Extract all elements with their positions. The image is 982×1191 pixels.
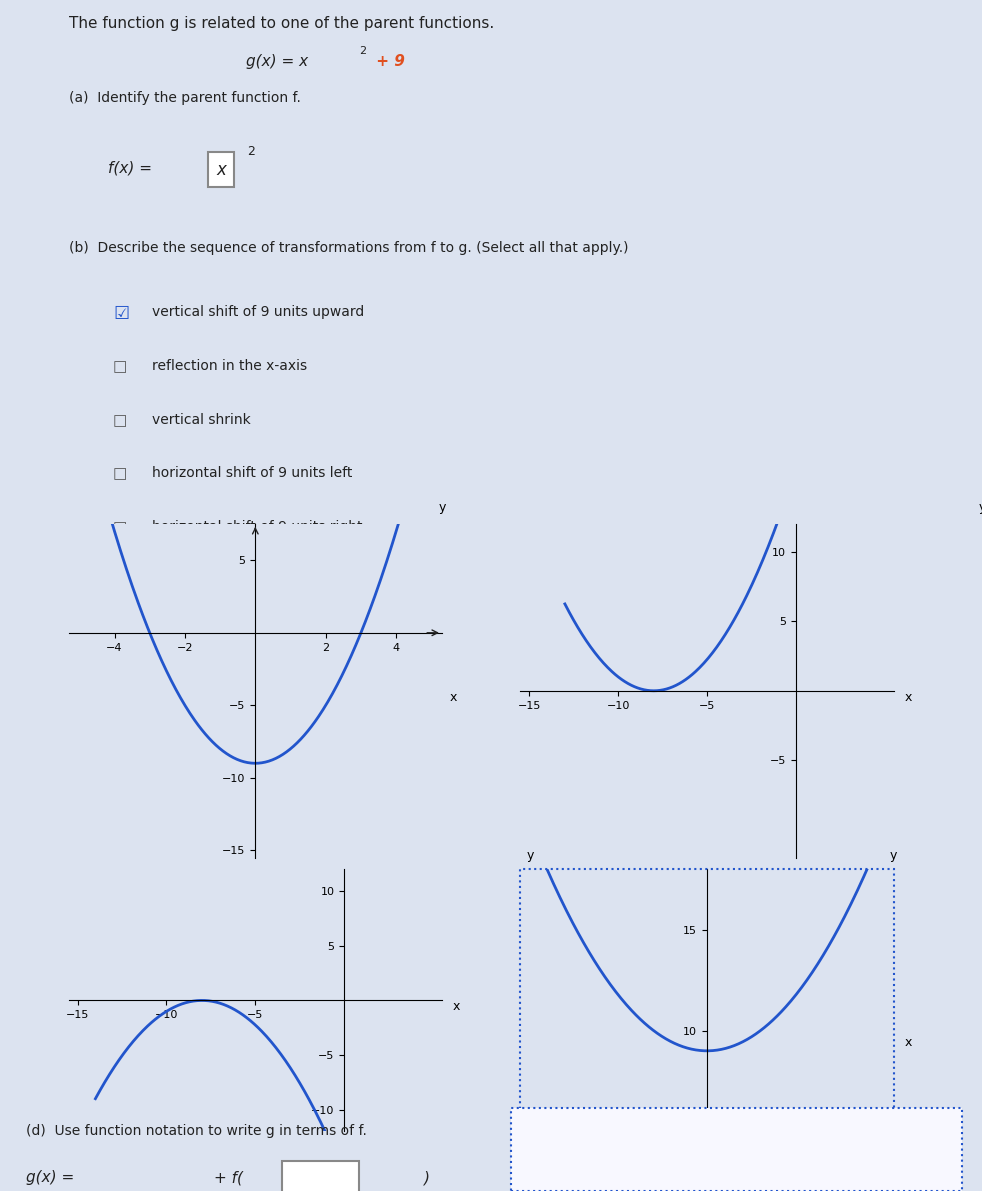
X-axis label: x: x <box>904 1036 912 1049</box>
Text: + f(: + f( <box>214 1170 244 1185</box>
Text: 2: 2 <box>359 45 366 56</box>
Text: vertical shift of 9 units upward: vertical shift of 9 units upward <box>152 305 364 319</box>
Text: f(x) =: f(x) = <box>108 161 157 176</box>
Text: horizontal shift of 9 units left: horizontal shift of 9 units left <box>152 466 353 480</box>
Text: □: □ <box>113 360 128 374</box>
Text: horizontal shift of 9 units right: horizontal shift of 9 units right <box>152 519 362 534</box>
Y-axis label: y: y <box>890 848 898 861</box>
X-axis label: x: x <box>453 1000 461 1014</box>
Text: g(x) = x: g(x) = x <box>246 54 307 69</box>
Text: (b)  Describe the sequence of transformations from f to g. (Select all that appl: (b) Describe the sequence of transformat… <box>69 241 628 255</box>
Text: □: □ <box>113 466 128 481</box>
X-axis label: x: x <box>904 691 912 704</box>
Text: vertical shrink: vertical shrink <box>152 412 251 426</box>
Text: ①●: ①● <box>519 1179 537 1189</box>
Y-axis label: y: y <box>979 501 982 515</box>
Text: ): ) <box>424 1170 430 1185</box>
Text: 2: 2 <box>247 145 255 157</box>
Text: x: x <box>216 161 226 179</box>
Y-axis label: y: y <box>438 501 446 515</box>
Text: (c)  Sketch the graph of g.: (c) Sketch the graph of g. <box>69 596 250 609</box>
Text: ☑: ☑ <box>113 305 129 324</box>
Text: The function g is related to one of the parent functions.: The function g is related to one of the … <box>69 17 494 31</box>
Text: + 9: + 9 <box>371 54 405 69</box>
Text: g(x) =: g(x) = <box>26 1170 74 1185</box>
Text: □: □ <box>113 519 128 535</box>
Text: (a)  Identify the parent function f.: (a) Identify the parent function f. <box>69 92 300 105</box>
Text: reflection in the x-axis: reflection in the x-axis <box>152 360 307 373</box>
Text: □: □ <box>113 412 128 428</box>
X-axis label: x: x <box>450 691 457 704</box>
Text: (d)  Use function notation to write g in terms of f.: (d) Use function notation to write g in … <box>26 1124 366 1139</box>
Text: The xy-coordinate plane is given. The curve enters the
window in the second quad: The xy-coordinate plane is given. The cu… <box>533 1112 782 1162</box>
Y-axis label: y: y <box>527 848 534 861</box>
